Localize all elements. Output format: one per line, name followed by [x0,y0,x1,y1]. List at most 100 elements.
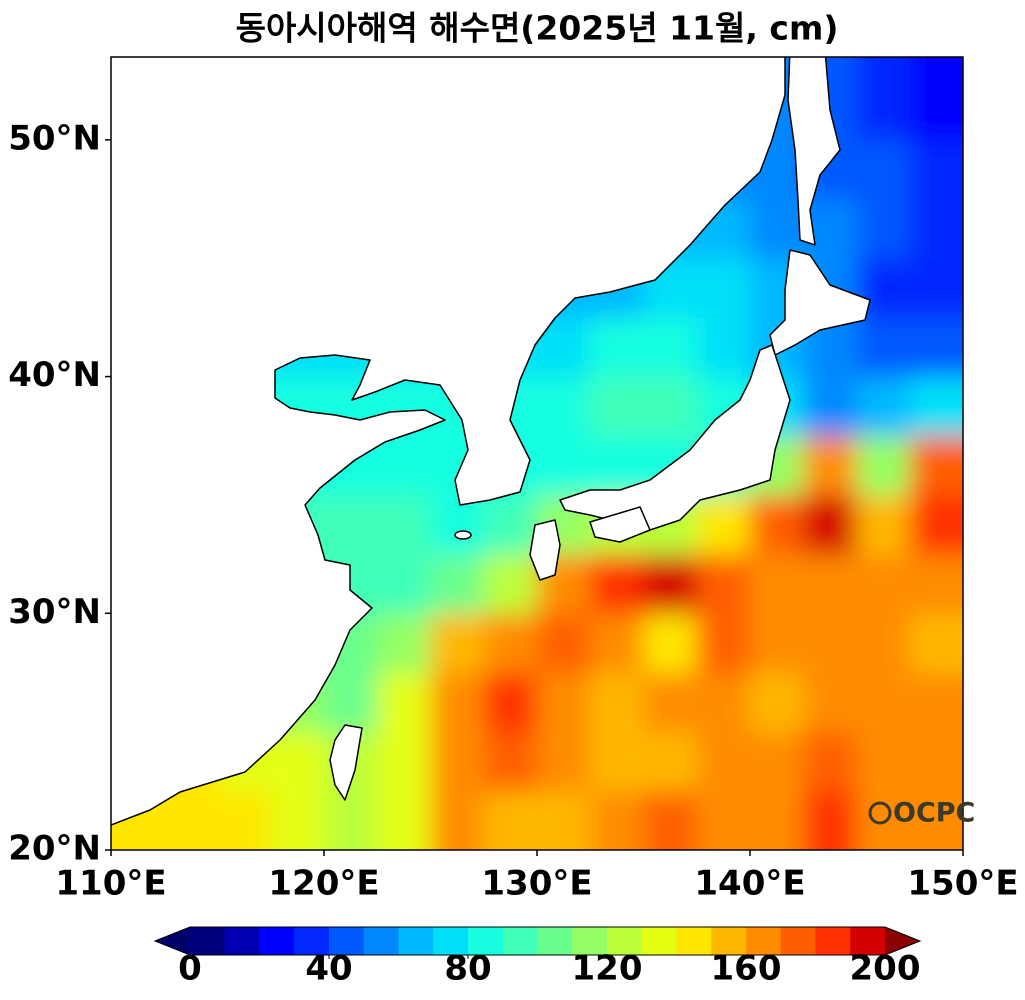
colorbar-bin [363,927,399,955]
field-cell [324,672,378,733]
colorbar-over [885,927,920,955]
field-cell [803,554,857,614]
field-cell [377,554,431,614]
field-cell [643,554,698,614]
field-cell [643,317,698,378]
field-cell [537,376,591,437]
field-cell [696,790,751,850]
field-cell [483,554,538,614]
field-cell [909,435,963,496]
field-cell [590,317,644,378]
field-cell [909,554,963,614]
field-cell [324,494,378,555]
colorbar-bin [607,927,643,955]
colorbar-tick-label: 200 [850,949,921,989]
y-tick-label: 40°N [8,355,101,395]
colorbar-bin [572,927,608,955]
field-cell [430,731,485,792]
field-cell [909,199,963,259]
field-cell [377,435,431,496]
field-cell [856,790,911,850]
shikoku [589,506,651,543]
colorbar-bin [259,927,295,955]
field-cell [537,790,591,850]
colorbar-bin [329,927,365,955]
colorbar-under [155,927,190,955]
x-tick-label: 110°E [55,864,166,904]
colorbar-tick-label: 160 [711,949,782,989]
y-tick-label: 50°N [8,118,101,158]
colorbar-bin [850,927,886,955]
field-cell [856,731,911,792]
field-cell [803,435,857,496]
field-cell [803,731,857,792]
field-cell [856,672,911,733]
field-cell [909,790,963,850]
kyushu [529,519,561,581]
colorbar-bin [224,927,260,955]
field-cell [750,494,804,555]
sakhalin [787,57,841,246]
field-cell [537,731,591,792]
colorbar-bin [780,927,816,955]
field-cell [750,790,804,850]
colorbar: 0 40 80 120 160 200 [153,926,922,989]
field-cell [643,790,698,850]
x-tick-label: 150°E [907,864,1018,904]
colorbar-bin [641,927,677,955]
field-cell [803,376,857,437]
field-cell [430,494,485,555]
field-cell [270,790,325,850]
field-cell [856,494,911,555]
field-cell [856,376,911,437]
field-cell [696,494,751,555]
colorbar-bin [398,927,434,955]
field-cell [377,613,431,673]
colorbar-bin [190,927,226,955]
field-cell [909,731,963,792]
field-cell [430,554,485,614]
colorbar-bin [294,927,330,955]
colorbar-bin [537,927,573,955]
field-cell [856,554,911,614]
field-cell [696,613,751,673]
honshu [559,344,791,531]
colorbar-bin [676,927,712,955]
field-cell [590,376,644,437]
field-cell [856,435,911,496]
field-cell [750,554,804,614]
x-tick-label: 130°E [481,864,592,904]
field-cell [696,731,751,792]
field-cell [909,139,963,200]
field-cell [750,613,804,673]
map-title: 동아시아해역 해수면(2025년 11월, cm) [236,9,839,48]
colorbar-bin [711,927,747,955]
field-cell [909,376,963,437]
field-cell [590,672,644,733]
field-cell [803,672,857,733]
colorbar-tick-label: 0 [178,949,202,989]
field-cell [430,613,485,673]
field-cell [803,494,857,555]
field-cell [483,731,538,792]
colorbar-bin [433,927,469,955]
field-cell [750,199,804,259]
field-cell [803,790,857,850]
field-cell [643,613,698,673]
field-cell [590,790,644,850]
field-cell [377,494,431,555]
field-cell [856,317,911,378]
field-cell [483,613,538,673]
x-tick-label: 120°E [268,864,379,904]
hokkaido [769,249,871,356]
logo-text: OCPC [893,798,975,829]
field-cell [430,790,485,850]
colorbar-tick-label: 80 [444,949,491,989]
field-cell [217,790,272,850]
field-cell [856,57,911,141]
field-cell [750,731,804,792]
field-cell [590,731,644,792]
colorbar-bin [468,927,504,955]
colorbar-bin [502,927,538,955]
